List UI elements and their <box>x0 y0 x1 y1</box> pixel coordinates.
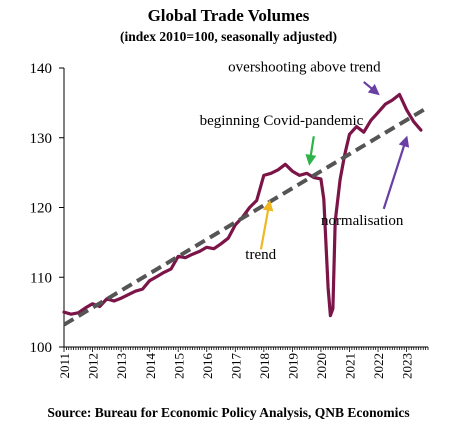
x-tick-label: 2011 <box>57 353 72 379</box>
annotation-arrow <box>382 135 410 210</box>
x-tick-label: 2013 <box>114 353 129 379</box>
x-tick-label: 2022 <box>371 353 386 379</box>
trade-volume-line <box>62 92 423 318</box>
x-tick-label: 2012 <box>86 353 101 379</box>
x-tick-label: 2016 <box>200 353 215 380</box>
y-tick-label: 110 <box>30 270 52 286</box>
x-tick-label: 2021 <box>343 353 358 379</box>
annotation-label: beginning Covid-pandemic <box>200 113 364 129</box>
y-tick-label: 100 <box>30 340 53 356</box>
x-tick-label: 2020 <box>314 353 329 379</box>
annotation-label: trend <box>245 247 276 263</box>
annotation-arrow <box>259 199 274 250</box>
x-tick-label: 2015 <box>171 353 186 379</box>
annotation-arrow <box>363 81 380 96</box>
x-tick-label: 2014 <box>143 353 158 380</box>
y-tick-label: 140 <box>30 61 53 77</box>
x-tick-label: 2018 <box>257 353 272 379</box>
x-tick-label: 2019 <box>286 353 301 379</box>
chart-subtitle: (index 2010=100, seasonally adjusted) <box>120 29 337 44</box>
y-tick-label: 120 <box>30 201 53 217</box>
chart-source: Source: Bureau for Economic Policy Analy… <box>47 405 410 420</box>
x-tick-label: 2017 <box>228 353 243 380</box>
annotation-label: normalisation <box>321 213 404 229</box>
chart-title: Global Trade Volumes <box>147 6 310 25</box>
y-tick-label: 130 <box>30 131 53 147</box>
annotation-label: overshooting above trend <box>228 59 381 75</box>
annotation-arrow <box>305 136 317 166</box>
x-tick-label: 2023 <box>400 353 415 379</box>
trend-line <box>62 108 425 327</box>
